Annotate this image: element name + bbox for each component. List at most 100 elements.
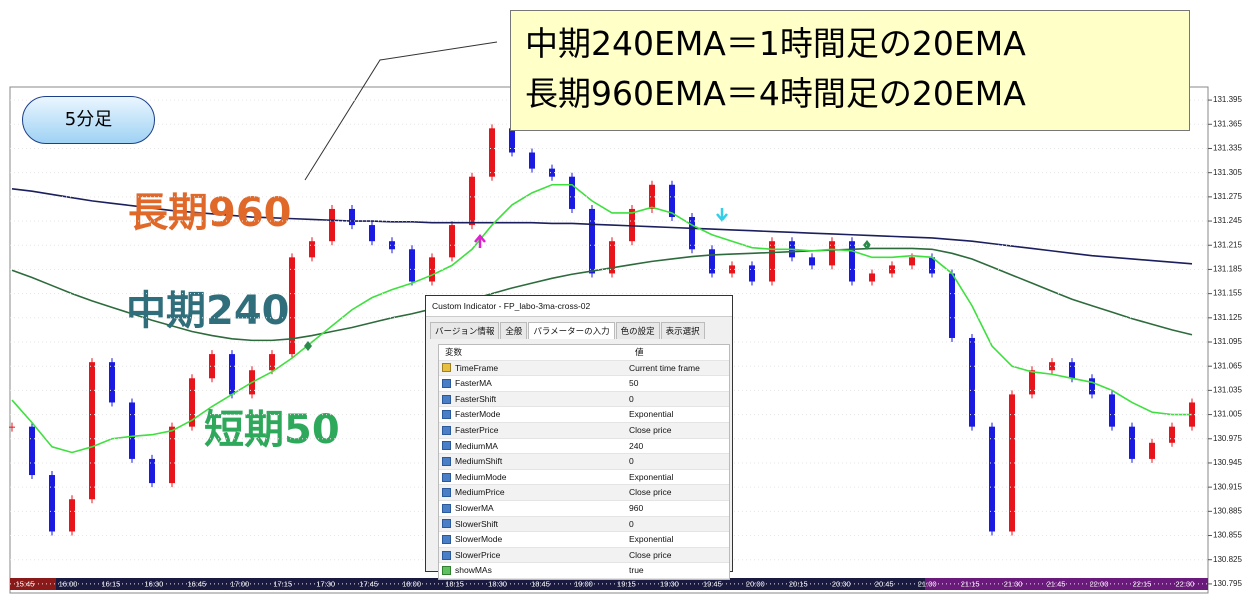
- candle: [649, 184, 655, 209]
- candle: [129, 402, 135, 459]
- x-tick-label: 18:15: [445, 579, 464, 588]
- candle: [689, 217, 695, 250]
- param-icon: [442, 519, 451, 529]
- param-name-cell: FasterMode: [439, 407, 629, 422]
- param-value: Current time frame: [629, 362, 700, 373]
- sell-arrow: [716, 208, 728, 222]
- grid-row: MediumMA 240: [439, 439, 729, 455]
- candle: [1129, 426, 1135, 459]
- candle: [329, 208, 335, 242]
- moving-average: [11, 183, 1192, 454]
- param-name-cell: FasterMA: [439, 376, 629, 391]
- candle: [909, 257, 915, 266]
- param-name-cell: MediumShift: [439, 454, 629, 469]
- time-strip-segment: [10, 578, 56, 590]
- short-label: 短期50: [204, 407, 340, 453]
- candle: [869, 273, 875, 282]
- candle: [1029, 370, 1035, 395]
- moving-average: [11, 187, 1193, 265]
- tab[interactable]: 色の設定: [615, 322, 660, 339]
- candle: [469, 176, 475, 226]
- y-tick-label: 130.945: [1213, 458, 1242, 467]
- tabs: バージョン情報 全般 パラメーターの入力 色の設定 表示選択: [426, 317, 732, 339]
- param-name-cell: MediumPrice: [439, 485, 629, 500]
- candle: [1069, 362, 1075, 379]
- candle: [589, 208, 595, 274]
- param-icon: [442, 550, 451, 560]
- param-name: MediumShift: [455, 456, 503, 467]
- candle: [189, 378, 195, 427]
- tab[interactable]: 全般: [500, 322, 528, 339]
- y-tick-label: 131.005: [1213, 410, 1242, 419]
- candle: [509, 128, 515, 153]
- y-tick-label: 130.975: [1213, 434, 1242, 443]
- long-label: 長期960: [128, 190, 292, 236]
- y-tick-label: 131.035: [1213, 385, 1242, 394]
- candle: [729, 265, 735, 274]
- x-tick-label: 19:30: [660, 579, 679, 588]
- candle: [489, 128, 495, 177]
- timeframe-badge: 5分足: [22, 96, 155, 144]
- param-icon: [442, 534, 451, 544]
- candle: [529, 152, 535, 169]
- param-value: 0: [629, 456, 634, 467]
- param-value: 0: [629, 393, 634, 404]
- candle: [889, 265, 895, 274]
- candle: [769, 241, 775, 282]
- x-tick-label: 22:30: [1176, 579, 1195, 588]
- param-icon: [442, 363, 451, 373]
- param-name: SlowerMode: [455, 534, 503, 545]
- x-tick-label: 19:15: [617, 579, 636, 588]
- y-tick-label: 131.335: [1213, 144, 1242, 153]
- x-tick-label: 16:30: [144, 579, 163, 588]
- param-name-cell: SlowerMode: [439, 532, 629, 547]
- x-tick-label: 15:45: [16, 579, 35, 588]
- param-name: FasterShift: [455, 393, 497, 404]
- x-tick-label: 21:45: [1047, 579, 1066, 588]
- grid-row: SlowerShift 0: [439, 516, 729, 533]
- grid-row: showMAs true: [439, 563, 729, 579]
- candle: [829, 241, 835, 266]
- candle: [949, 273, 955, 338]
- callout-pointer: [304, 41, 498, 181]
- y-tick-label: 131.365: [1213, 119, 1242, 128]
- indicator-dialog: Custom Indicator - FP_labo-3ma-cross-02 …: [425, 295, 733, 580]
- param-name: MediumMode: [455, 471, 507, 482]
- buy-arrow: [474, 234, 486, 248]
- tab[interactable]: パラメーターの入力: [528, 322, 615, 339]
- grid-row: SlowerMA 960: [439, 501, 729, 517]
- param-icon: [442, 425, 451, 435]
- x-tick-label: 18:30: [488, 579, 507, 588]
- candle: [389, 241, 395, 250]
- cross-marker: [304, 341, 312, 351]
- param-name-cell: MediumMA: [439, 439, 629, 454]
- param-name: SlowerShift: [455, 518, 498, 529]
- candle: [309, 241, 315, 258]
- param-value: Close price: [629, 487, 672, 498]
- candle: [69, 499, 75, 532]
- candle: [449, 225, 455, 258]
- x-tick-label: 21:00: [918, 579, 937, 588]
- candle: [9, 426, 15, 428]
- grid-row: MediumMode Exponential: [439, 470, 729, 486]
- candle: [669, 184, 675, 218]
- candle: [1009, 394, 1015, 532]
- x-tick-label: 21:30: [1004, 579, 1023, 588]
- tab[interactable]: バージョン情報: [430, 322, 500, 339]
- candle: [929, 257, 935, 274]
- param-name: MediumPrice: [455, 487, 505, 498]
- param-icon: [442, 410, 451, 420]
- param-value: 0: [629, 518, 634, 529]
- x-tick-label: 18:00: [402, 579, 421, 588]
- param-value: 240: [629, 440, 644, 451]
- param-icon: [442, 394, 451, 404]
- param-icon: [442, 472, 451, 482]
- param-name-cell: SlowerPrice: [439, 548, 629, 563]
- column-header: 変数: [445, 347, 463, 357]
- y-tick-label: 130.795: [1213, 579, 1242, 588]
- tab[interactable]: 表示選択: [660, 322, 705, 339]
- param-name: SlowerPrice: [455, 549, 501, 560]
- candle: [229, 354, 235, 395]
- x-tick-label: 17:00: [230, 579, 249, 588]
- param-icon: [442, 488, 451, 498]
